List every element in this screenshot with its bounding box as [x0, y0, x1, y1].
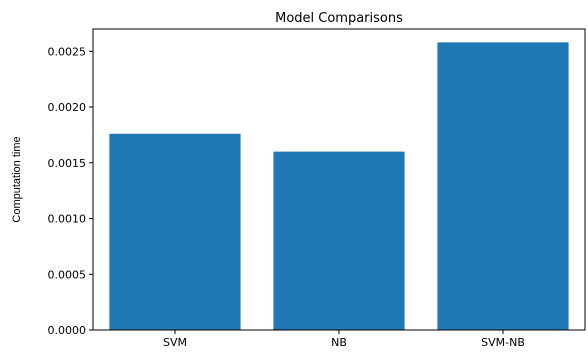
bar-nb	[273, 151, 405, 330]
y-tick-label: 0.0015	[48, 157, 87, 170]
y-tick-label: 0.0000	[48, 324, 87, 337]
bar-svm-nb	[437, 42, 569, 330]
y-tick-label: 0.0005	[48, 268, 87, 281]
x-tick-label: SVM	[163, 336, 187, 349]
y-tick-label: 0.0010	[48, 213, 87, 226]
y-tick-label: 0.0020	[48, 101, 87, 114]
x-axis-ticks: SVM NB SVM-NB	[163, 330, 525, 349]
x-tick-label: NB	[331, 336, 347, 349]
y-axis-label: Computation time	[11, 136, 23, 222]
chart-title: Model Comparisons	[275, 11, 403, 26]
bars-group	[109, 42, 569, 330]
plot-frame	[92, 28, 586, 331]
x-tick-label: SVM-NB	[481, 336, 525, 349]
bar-svm	[109, 133, 241, 330]
y-axis-ticks: 0.0000 0.0005 0.0010 0.0015 0.0020 0.0025	[48, 45, 93, 337]
y-tick-label: 0.0025	[48, 45, 87, 58]
